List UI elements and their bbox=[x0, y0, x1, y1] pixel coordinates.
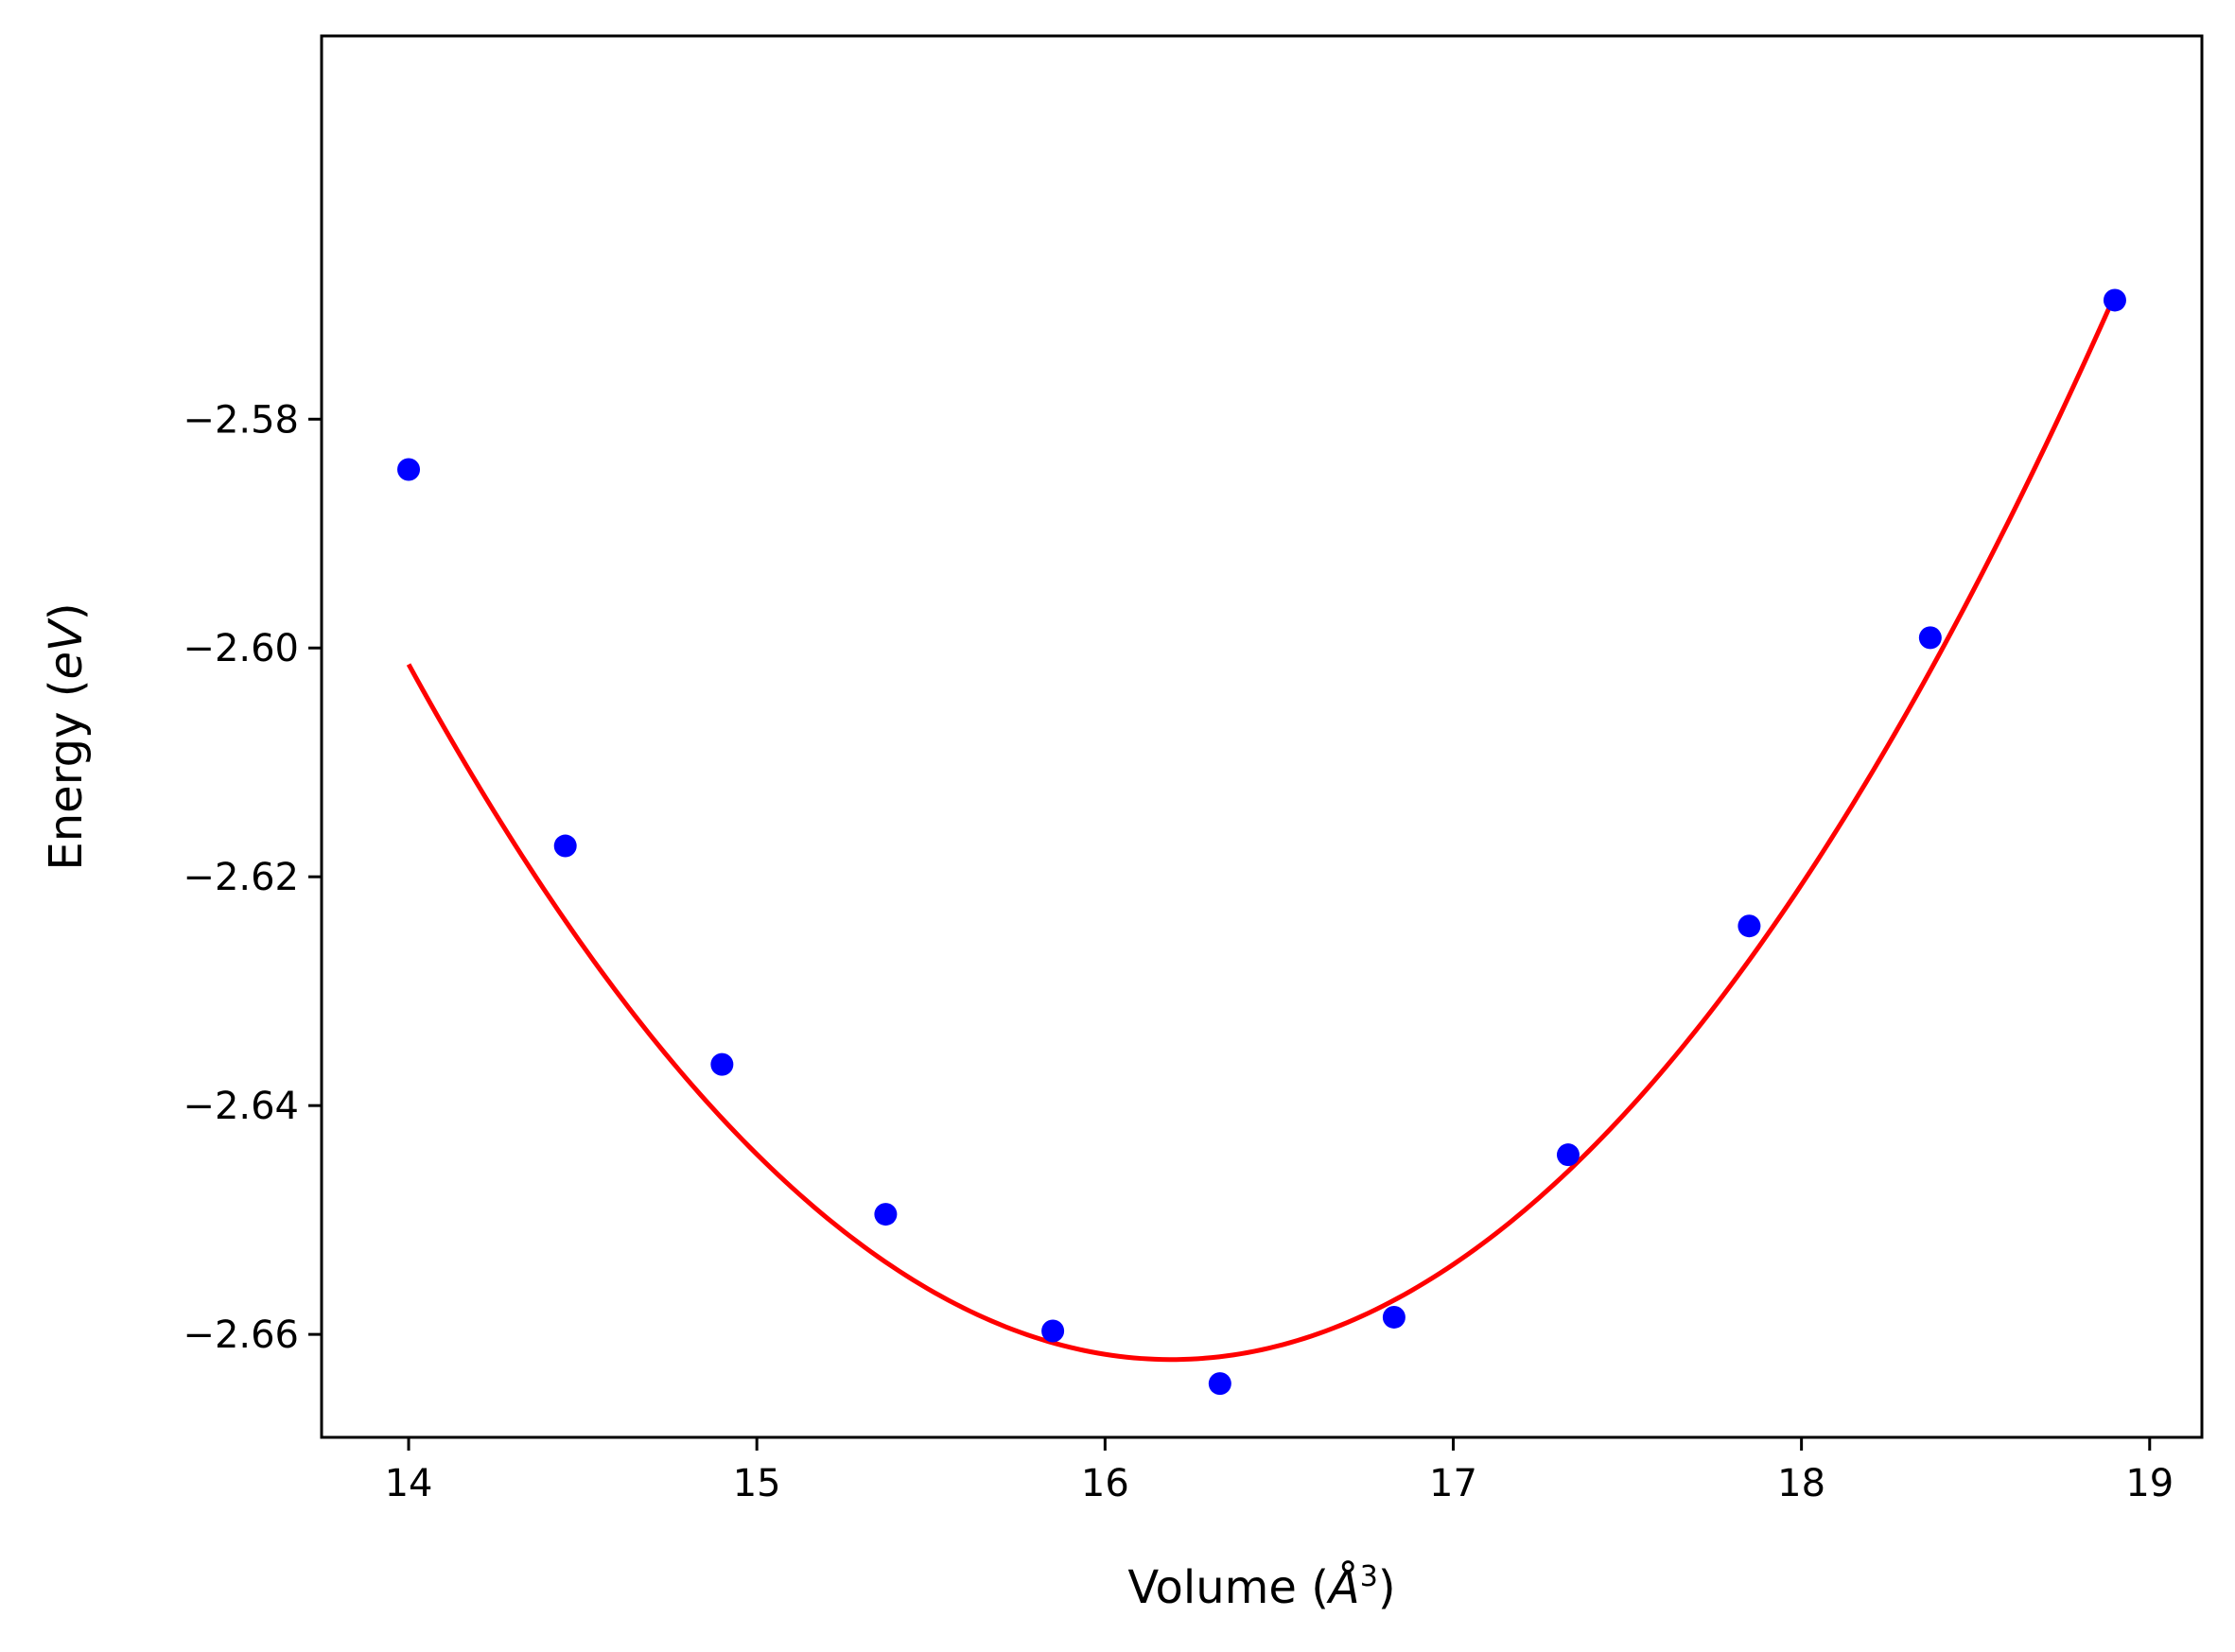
data-point bbox=[397, 458, 421, 481]
data-point bbox=[1041, 1319, 1065, 1343]
x-tick-label: 17 bbox=[1429, 1462, 1477, 1505]
y-tick-label: −2.66 bbox=[183, 1313, 299, 1357]
y-tick-label: −2.58 bbox=[183, 398, 299, 442]
data-point bbox=[1556, 1143, 1580, 1167]
data-point bbox=[874, 1203, 898, 1226]
data-point bbox=[1737, 914, 1761, 938]
x-axis-label: Volume (Å3) bbox=[1127, 1560, 1395, 1614]
x-tick-label: 18 bbox=[1777, 1462, 1825, 1505]
data-point bbox=[2103, 288, 2126, 312]
y-tick-label: −2.62 bbox=[183, 856, 299, 899]
y-axis: −2.58 −2.60 −2.62 −2.64 −2.66 bbox=[183, 398, 322, 1357]
axes-frame bbox=[320, 34, 2204, 1439]
x-tick-label: 14 bbox=[385, 1462, 433, 1505]
data-point bbox=[1918, 626, 1942, 650]
y-tick-label: −2.60 bbox=[183, 627, 299, 670]
x-tick-label: 16 bbox=[1081, 1462, 1129, 1505]
data-point bbox=[710, 1052, 734, 1076]
x-tick-label: 19 bbox=[2125, 1462, 2174, 1505]
x-tick-label: 15 bbox=[733, 1462, 781, 1505]
y-tick-label: −2.64 bbox=[183, 1085, 299, 1128]
data-point bbox=[553, 834, 577, 858]
x-axis: 14 15 16 17 18 19 bbox=[385, 1437, 2174, 1505]
plot-area bbox=[397, 288, 2126, 1396]
data-point bbox=[1382, 1305, 1406, 1329]
fit-curve bbox=[406, 294, 2118, 1363]
data-point bbox=[1208, 1372, 1231, 1396]
y-axis-label: Energy (eV) bbox=[40, 602, 93, 870]
